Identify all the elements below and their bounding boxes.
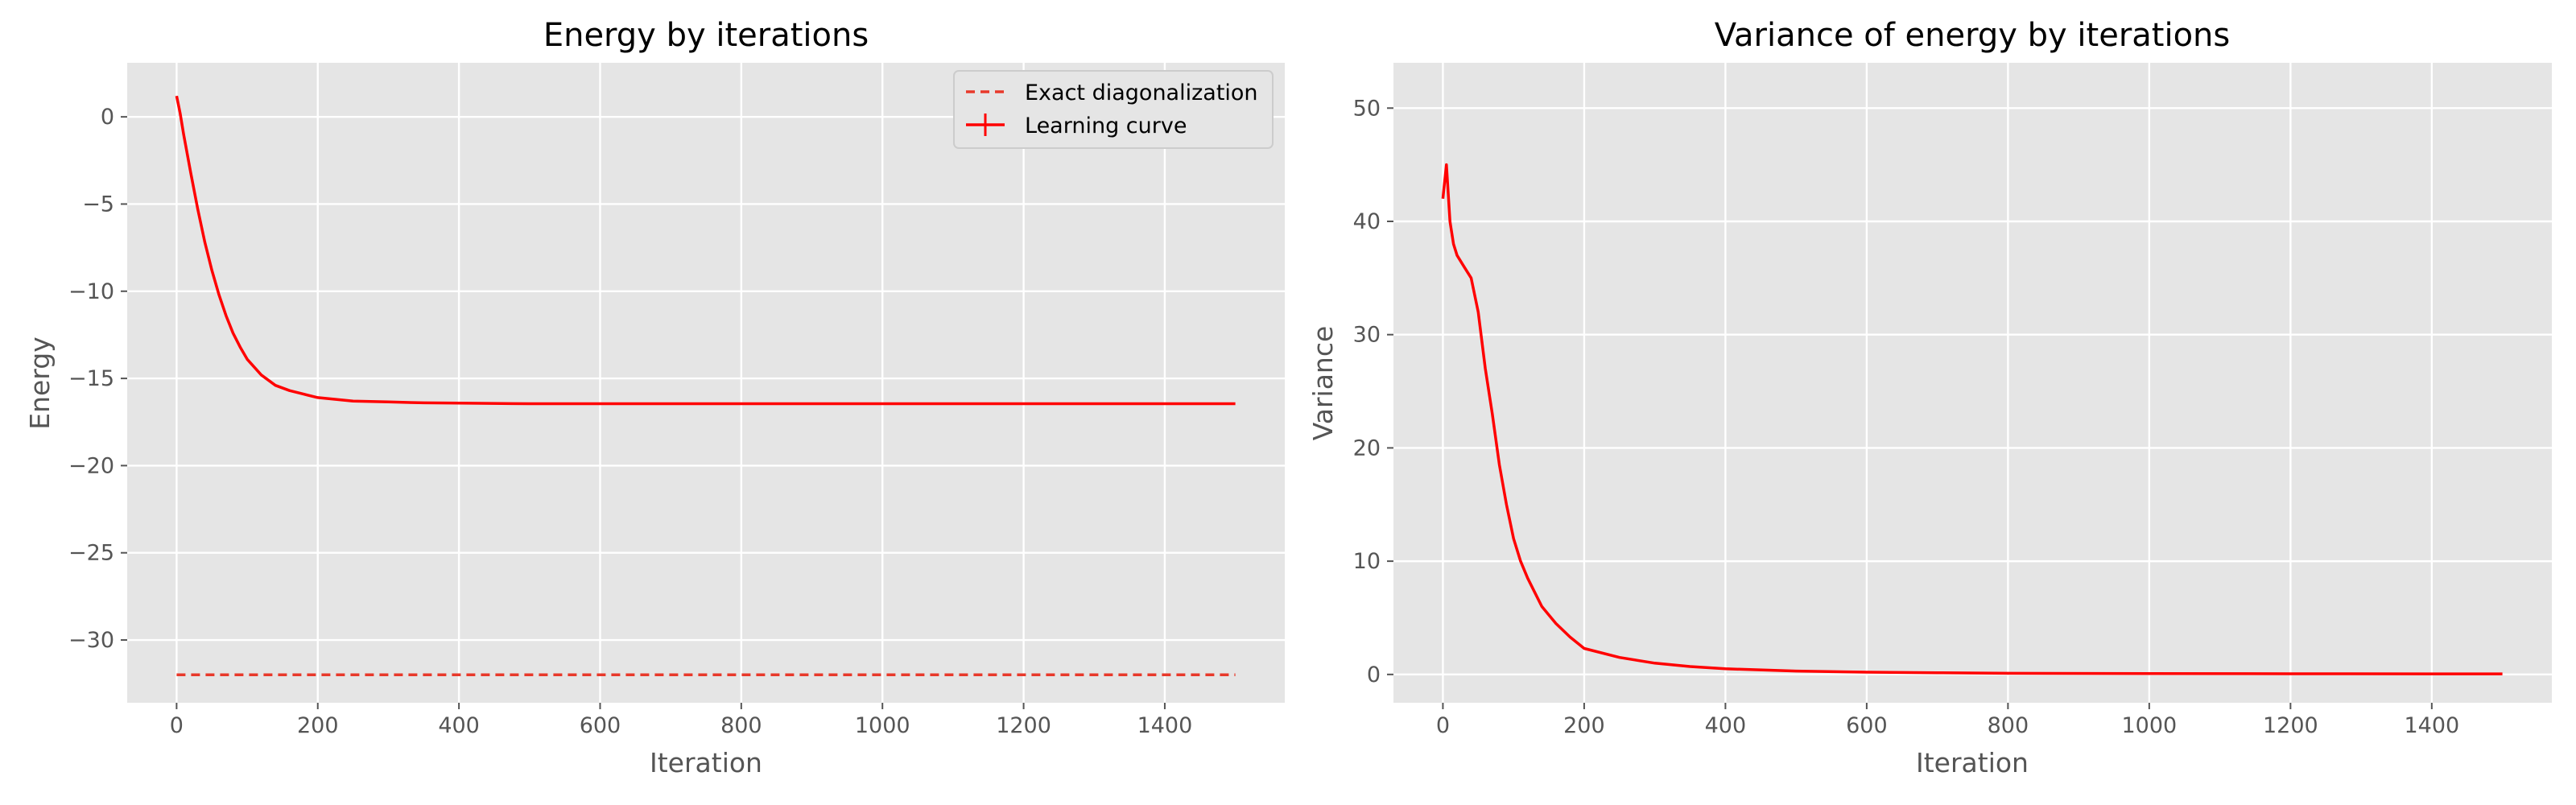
energy-series (175, 95, 1236, 677)
energy-chart: 0 200 400 600 800 1000 1200 1400 0 −5 −10 −15 −20 −25… (24, 17, 1285, 778)
energy-grid (127, 63, 1285, 703)
y-tick-label: −15 (68, 366, 114, 391)
y-tick-label: −25 (68, 541, 114, 566)
energy-ticks: 0 200 400 600 800 1000 1200 1400 0 −5 −10 −15 −20 −25… (68, 105, 1192, 738)
x-tick-label: 1400 (2404, 713, 2459, 738)
x-tick-label: 600 (1846, 713, 1888, 738)
x-tick-label: 200 (1563, 713, 1605, 738)
x-tick-label: 1000 (855, 713, 910, 738)
variance-line (1441, 163, 2503, 675)
x-tick-label: 800 (720, 713, 762, 738)
y-tick-label: 20 (1353, 436, 1381, 460)
y-tick-label: −10 (68, 279, 114, 304)
variance-chart: 0 200 400 600 800 1000 1200 1400 0 10 20 30 40 50 Var… (1307, 17, 2552, 778)
x-tick-label: 0 (170, 713, 184, 738)
legend-frame (953, 70, 1274, 149)
variance-x-axis-label: Iteration (1916, 747, 2029, 778)
learning-curve-line (175, 95, 1236, 406)
y-tick-label: 40 (1353, 209, 1381, 234)
energy-plot-area (127, 63, 1285, 703)
y-tick-label: 0 (101, 105, 114, 130)
x-tick-label: 200 (297, 713, 339, 738)
energy-y-axis-label: Energy (24, 336, 56, 430)
y-tick-label: 50 (1353, 96, 1381, 121)
y-tick-label: −5 (82, 192, 114, 217)
x-tick-label: 600 (580, 713, 621, 738)
variance-ticks: 0 200 400 600 800 1000 1200 1400 0 10 20 30 40 50 (1353, 96, 2460, 738)
x-tick-label: 1200 (996, 713, 1051, 738)
y-tick-label: −30 (68, 628, 114, 653)
legend-label-learning-curve: Learning curve (1025, 114, 1187, 138)
x-tick-label: 1400 (1137, 713, 1193, 738)
x-tick-label: 0 (1436, 713, 1450, 738)
variance-chart-title: Variance of energy by iterations (1715, 17, 2230, 54)
energy-legend: Exact diagonalization Learning curve (953, 70, 1274, 149)
y-tick-label: 10 (1353, 549, 1381, 574)
x-tick-label: 1000 (2122, 713, 2178, 738)
x-tick-label: 400 (1705, 713, 1747, 738)
y-tick-label: 30 (1353, 323, 1381, 348)
x-tick-label: 1200 (2263, 713, 2318, 738)
energy-chart-title: Energy by iterations (543, 17, 869, 54)
energy-x-axis-label: Iteration (650, 747, 762, 778)
x-tick-label: 400 (438, 713, 480, 738)
variance-series (1441, 163, 2503, 675)
y-tick-label: −20 (68, 453, 114, 478)
y-tick-label: 0 (1367, 663, 1381, 687)
variance-plot-area (1393, 63, 2552, 703)
legend-label-exact-diagonalization: Exact diagonalization (1025, 80, 1258, 105)
variance-y-axis-label: Variance (1307, 326, 1339, 441)
x-tick-label: 800 (1988, 713, 2029, 738)
